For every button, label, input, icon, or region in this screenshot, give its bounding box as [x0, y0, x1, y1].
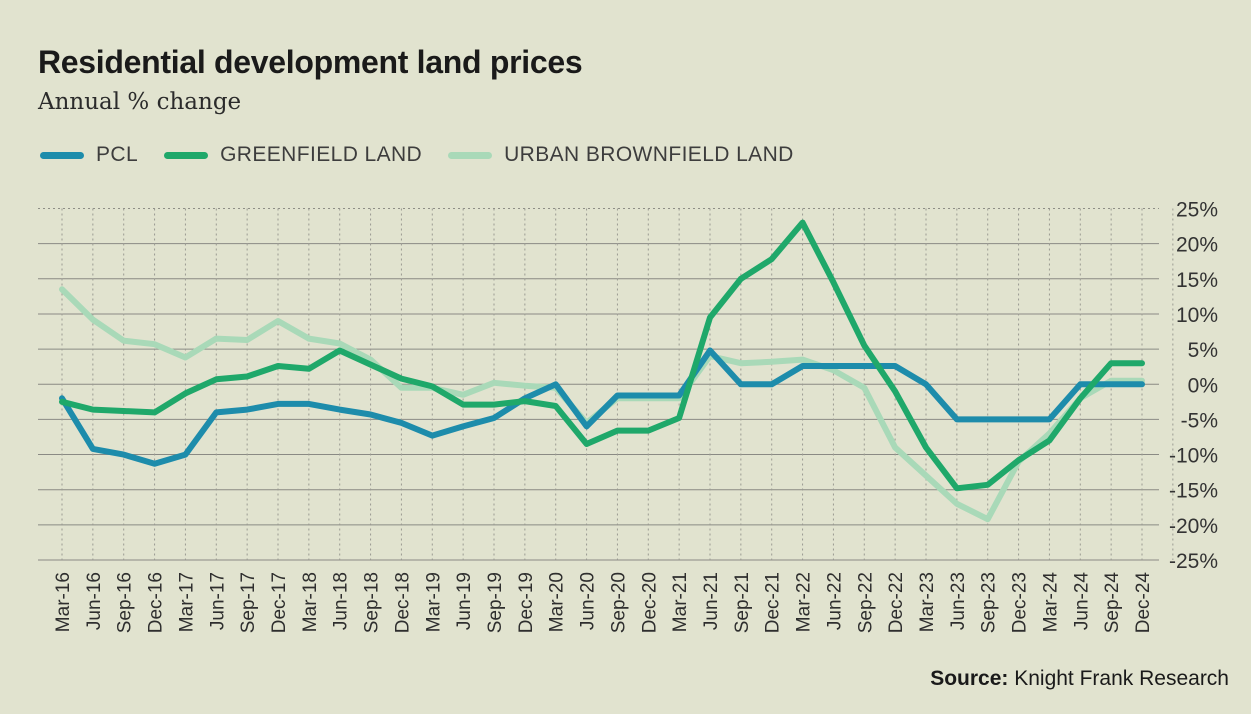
- series-lines: [59, 219, 1145, 523]
- legend-swatch-pcl: [40, 151, 84, 159]
- x-tick-label: Dec-24: [1133, 572, 1154, 634]
- y-tick-label: -25%: [1169, 550, 1218, 573]
- x-tick-label: Jun-21: [701, 572, 722, 630]
- source-note: Source: Knight Frank Research: [930, 667, 1229, 691]
- x-tick-label: Sep-21: [732, 572, 753, 633]
- x-tick-label: Sep-19: [485, 572, 506, 633]
- x-tick-label: Jun-23: [948, 572, 969, 630]
- x-tick-label: Mar-22: [794, 572, 815, 632]
- x-tick-label: Jun-19: [454, 572, 475, 630]
- x-tick-label: Sep-16: [115, 572, 136, 633]
- x-tick-label: Mar-21: [670, 572, 691, 632]
- x-tick-label: Jun-22: [824, 572, 845, 630]
- x-tick-label: Dec-23: [1010, 572, 1031, 633]
- y-tick-label: 10%: [1176, 304, 1218, 327]
- x-tick-label: Sep-18: [362, 572, 383, 633]
- legend-label-brownfield: URBAN BROWNFIELD LAND: [504, 143, 794, 166]
- chart-subtitle: Annual % change: [38, 89, 242, 115]
- x-tick-label: Jun-24: [1071, 572, 1092, 631]
- x-tick-label: Mar-23: [917, 572, 938, 632]
- x-tick-label: Dec-19: [516, 572, 537, 633]
- x-tick-label: Jun-17: [207, 572, 228, 630]
- legend-item-brownfield: URBAN BROWNFIELD LAND: [448, 143, 794, 167]
- x-tick-label: Jun-18: [331, 572, 352, 630]
- legend-label-pcl: PCL: [96, 143, 139, 166]
- x-tick-label: Dec-18: [392, 572, 413, 633]
- x-tick-label: Sep-20: [608, 572, 629, 633]
- y-tick-label: 15%: [1176, 269, 1218, 292]
- y-axis-ticks: 25% 20% 15% 10% 5% 0% -5% -10% -15% -20% -25%: [1169, 199, 1218, 574]
- x-tick-label: Dec-20: [639, 572, 660, 633]
- y-tick-label: 20%: [1176, 234, 1218, 257]
- x-tick-label: Sep-24: [1102, 572, 1123, 634]
- y-tick-label: 25%: [1176, 199, 1218, 222]
- y-tick-label: 5%: [1188, 339, 1218, 362]
- x-tick-label: Dec-16: [146, 572, 167, 633]
- series-line-pcl: [59, 347, 1145, 467]
- x-tick-label: Mar-24: [1040, 572, 1061, 633]
- legend-item-pcl: PCL: [40, 143, 138, 167]
- y-tick-label: -20%: [1169, 515, 1218, 538]
- y-tick-label: 0%: [1188, 374, 1218, 397]
- y-tick-label: -10%: [1169, 445, 1218, 468]
- x-tick-label: Mar-16: [53, 572, 74, 632]
- x-tick-label: Sep-22: [855, 572, 876, 633]
- x-tick-label: Mar-18: [300, 572, 321, 632]
- x-tick-label: Mar-17: [176, 572, 197, 632]
- legend-swatch-greenfield: [164, 151, 209, 159]
- x-tick-label: Mar-19: [423, 572, 444, 632]
- source-label: Source:: [930, 667, 1009, 690]
- chart-title: Residential development land prices: [38, 44, 583, 80]
- x-tick-label: Jun-20: [578, 572, 599, 630]
- y-tick-label: -15%: [1169, 480, 1218, 503]
- series-line-greenfield-land: [59, 219, 1145, 492]
- x-tick-label: Dec-21: [763, 572, 784, 633]
- x-tick-label: Sep-23: [979, 572, 1000, 633]
- x-tick-label: Jun-16: [84, 572, 105, 630]
- legend: PCL GREENFIELD LAND URBAN BROWNFIELD LAN…: [40, 143, 820, 167]
- legend-item-greenfield: GREENFIELD LAND: [164, 143, 422, 167]
- x-tick-label: Sep-17: [238, 572, 259, 633]
- legend-label-greenfield: GREENFIELD LAND: [220, 143, 423, 166]
- x-tick-label: Dec-17: [269, 572, 290, 633]
- x-tick-label: Mar-20: [547, 572, 568, 632]
- x-axis-ticks: Mar-16 Jun-16 Sep-16 Dec-16 Mar-17 Jun-17 Sep-…: [53, 572, 1154, 634]
- x-tick-label: Dec-22: [886, 572, 907, 633]
- source-text: Knight Frank Research: [1014, 667, 1229, 690]
- y-tick-label: -5%: [1181, 409, 1218, 432]
- legend-swatch-brownfield: [448, 151, 493, 159]
